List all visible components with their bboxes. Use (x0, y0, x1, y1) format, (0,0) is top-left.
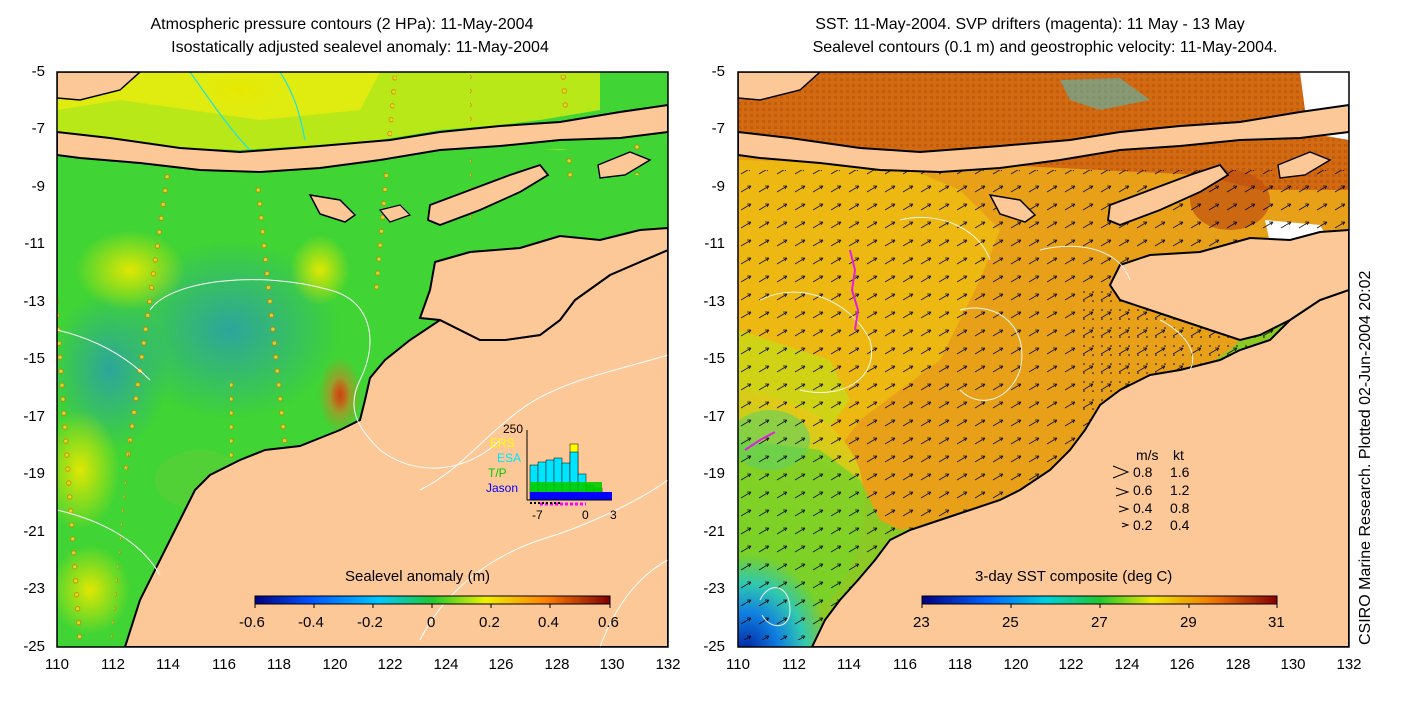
right-y-tick: -23 (703, 580, 725, 597)
right-x-tick: 124 (1114, 656, 1140, 673)
right-colorbar-label: 3-day SST composite (deg C) (975, 568, 1173, 585)
right-x-tick: 128 (1225, 656, 1251, 673)
credit-text: CSIRO Marine Research. Plotted 02-Jun-20… (1357, 270, 1374, 645)
inset-xtick: 3 (610, 508, 617, 522)
left-x-tick: 112 (101, 656, 125, 673)
left-map (57, 72, 668, 647)
left-colorbar-tick: 0.2 (479, 614, 500, 631)
inset-xtick: 0 (582, 508, 589, 522)
left-x-tick: 128 (544, 656, 570, 673)
velocity-row-ms: 0.6 (1133, 482, 1153, 498)
left-x-tick: 124 (433, 656, 459, 673)
right-x-tick: 132 (1336, 656, 1362, 673)
right-colorbar-tick: 23 (913, 614, 930, 631)
velocity-row-ms: 0.8 (1133, 464, 1153, 480)
velocity-row-kt: 1.6 (1170, 464, 1190, 480)
left-y-tick: -17 (23, 408, 45, 425)
right-x-tick: 110 (726, 656, 750, 673)
right-x-tick: 114 (837, 656, 861, 673)
left-colorbar-tick: 0.6 (598, 614, 619, 631)
left-y-tick: -5 (31, 63, 45, 80)
right-colorbar-tick: 31 (1268, 614, 1285, 631)
right-y-tick: -13 (703, 293, 725, 310)
left-colorbar-tick: 0.4 (538, 614, 559, 631)
right-y-tick: -9 (711, 178, 725, 195)
left-x-tick: 122 (377, 656, 403, 673)
right-y-tick: -19 (703, 465, 725, 482)
right-y-tick: -11 (704, 235, 725, 252)
left-y-tick: -7 (31, 120, 45, 137)
right-x-tick: 126 (1169, 656, 1195, 673)
right-y-tick: -25 (703, 638, 725, 655)
right-colorbar-tick: 27 (1091, 614, 1108, 631)
left-colorbar-tick: -0.6 (239, 614, 265, 631)
velocity-header-ms: m/s (1136, 447, 1159, 463)
right-map (738, 72, 1349, 647)
left-x-tick: 110 (45, 656, 69, 673)
velocity-row-ms: 0.4 (1133, 500, 1153, 516)
velocity-row-kt: 1.2 (1170, 482, 1190, 498)
left-colorbar-tick: -0.4 (298, 614, 324, 631)
right-x-tick: 112 (782, 656, 806, 673)
left-x-tick: 114 (156, 656, 180, 673)
inset-legend-ers: ERS (490, 436, 515, 450)
left-x-tick: 130 (599, 656, 625, 673)
right-colorbar-tick: 29 (1180, 614, 1197, 631)
velocity-row-kt: 0.8 (1170, 500, 1190, 516)
velocity-header-kt: kt (1173, 447, 1184, 463)
inset-legend-esa: ESA (497, 451, 522, 465)
left-y-tick: -15 (23, 350, 45, 367)
left-y-tick: -11 (24, 235, 45, 252)
right-y-tick: -17 (703, 408, 725, 425)
left-colorbar (254, 595, 611, 605)
left-x-tick: 120 (322, 656, 348, 673)
right-colorbar (921, 595, 1278, 605)
right-title-line2: Sealevel contours (0.1 m) and geostrophi… (812, 39, 1278, 56)
left-x-tick: 116 (212, 656, 236, 673)
left-title-line1: Atmospheric pressure contours (2 HPa): 1… (150, 16, 534, 33)
velocity-legend-arrows (1112, 465, 1130, 528)
left-colorbar-label: Sealevel anomaly (m) (345, 568, 491, 585)
left-x-tick: 132 (655, 656, 681, 673)
left-y-tick: -21 (23, 523, 45, 540)
right-y-tick: -21 (703, 523, 725, 540)
right-title-line1: SST: 11-May-2004. SVP drifters (magenta)… (815, 16, 1245, 33)
right-y-tick: -15 (703, 350, 725, 367)
altimeter-histogram (526, 430, 612, 506)
right-x-tick: 120 (1003, 656, 1029, 673)
inset-legend-tp: T/P (488, 466, 507, 480)
velocity-row-ms: 0.2 (1133, 517, 1153, 533)
right-y-tick: -5 (711, 63, 725, 80)
right-x-tick: 118 (948, 656, 972, 673)
right-y-tick: -7 (711, 120, 725, 137)
left-y-tick: -25 (23, 638, 45, 655)
left-y-tick: -19 (23, 465, 45, 482)
left-x-tick: 118 (267, 656, 291, 673)
right-colorbar-tick: 25 (1002, 614, 1019, 631)
velocity-row-kt: 0.4 (1170, 517, 1190, 533)
left-y-tick: -23 (23, 580, 45, 597)
inset-xtick: -7 (532, 508, 543, 522)
right-x-tick: 130 (1280, 656, 1306, 673)
inset-ymax-label: 250 (503, 422, 524, 436)
right-x-tick: 116 (893, 656, 917, 673)
left-y-tick: -13 (23, 293, 45, 310)
right-x-tick: 122 (1058, 656, 1084, 673)
left-colorbar-tick: 0 (427, 614, 436, 631)
left-x-tick: 126 (488, 656, 514, 673)
inset-legend-jason: Jason (486, 481, 519, 495)
left-colorbar-tick: -0.2 (357, 614, 383, 631)
left-y-tick: -9 (31, 178, 45, 195)
left-title-line2: Isostatically adjusted sealevel anomaly:… (171, 39, 549, 56)
